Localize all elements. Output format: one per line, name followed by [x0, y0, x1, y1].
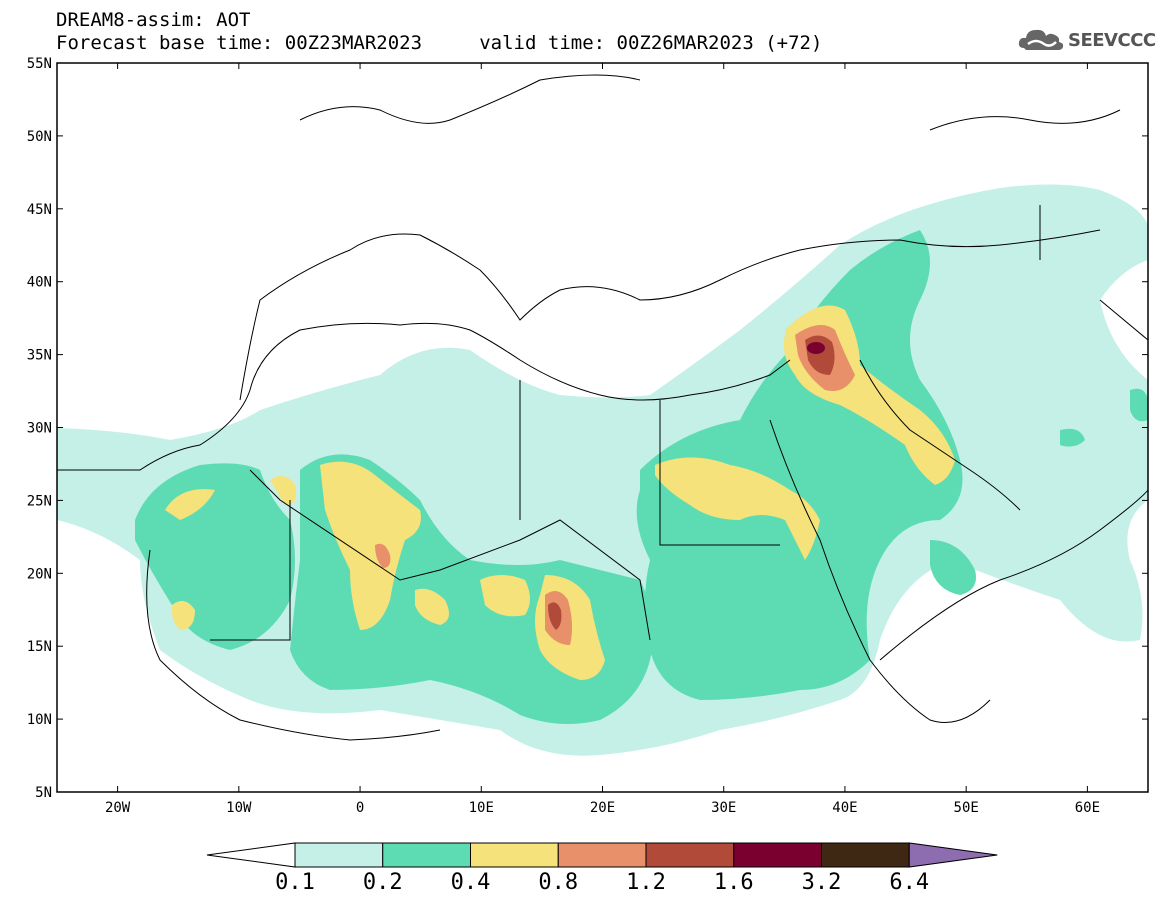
aot-level-1.6	[807, 342, 825, 354]
colorbar-label: 0.8	[538, 870, 578, 895]
lat-label-40N: 40N	[27, 275, 52, 291]
lon-label-30E: 30E	[711, 800, 736, 816]
lon-label-40E: 40E	[832, 800, 857, 816]
lat-label-30N: 30N	[27, 421, 52, 437]
lon-label-60E: 60E	[1075, 800, 1100, 816]
north-africa-coast	[57, 322, 791, 471]
lat-label-5N: 5N	[35, 785, 52, 801]
axis-ticks	[57, 62, 1148, 793]
russia-border	[929, 109, 1121, 131]
lon-label-50E: 50E	[954, 800, 979, 816]
aot-contour-layer	[57, 184, 1148, 756]
colorbar-box-0.2	[382, 842, 471, 868]
longitude-labels: 20W 10W 0 10E 20E 30E 40E 50E 60E	[105, 800, 1100, 816]
seevccc-logo: SEEVCCC	[1016, 24, 1156, 58]
lat-label-55N: 55N	[27, 56, 52, 72]
latitude-labels: 55N 50N 45N 40N 35N 30N 25N 20N 15N 10N 5N	[27, 56, 52, 801]
map-title: DREAM8-assim: AOT	[56, 9, 251, 31]
north-europe-borders	[299, 74, 641, 124]
mauritania-border	[210, 500, 291, 641]
lat-label-10N: 10N	[27, 712, 52, 728]
colorbar-label: 0.4	[451, 870, 491, 895]
logo-text: SEEVCCC	[1068, 30, 1156, 51]
colorbar-box-0.8	[557, 842, 647, 868]
coastlines	[57, 74, 1148, 741]
lat-label-15N: 15N	[27, 639, 52, 655]
colorbar-boxes	[206, 842, 998, 868]
colorbar-label: 0.1	[275, 870, 315, 895]
lon-label-10E: 10E	[469, 800, 494, 816]
lon-label-20E: 20E	[590, 800, 615, 816]
colorbar-label: 6.4	[889, 870, 929, 895]
arabia-coast	[879, 489, 1148, 661]
lat-label-50N: 50N	[27, 129, 52, 145]
colorbar-label: 1.6	[714, 870, 754, 895]
lat-label-25N: 25N	[27, 493, 52, 509]
europe-coast	[239, 233, 801, 401]
colorbar-high-arrow	[908, 842, 998, 868]
colorbar-box-0.4	[470, 842, 559, 868]
colorbar-low-arrow	[206, 842, 296, 868]
lon-label-0: 0	[356, 800, 364, 816]
colorbar-label: 1.2	[626, 870, 666, 895]
cloud-icon	[1018, 29, 1064, 50]
red-sea-coast	[769, 419, 991, 723]
colorbar-label: 3.2	[802, 870, 842, 895]
lat-label-35N: 35N	[27, 348, 52, 364]
lat-label-45N: 45N	[27, 202, 52, 218]
colorbar-box-1.6	[733, 842, 822, 868]
central-asia-borders	[1039, 205, 1148, 341]
colorbar-box-1.2	[645, 842, 735, 868]
colorbar-label: 0.2	[363, 870, 403, 895]
colorbar-box-0.1	[294, 842, 384, 868]
sahara-borders	[249, 469, 651, 641]
colorbar-box-3.2	[821, 842, 910, 868]
egypt-border	[659, 400, 780, 546]
gulf-coast	[859, 359, 1021, 511]
lon-label-20W: 20W	[105, 800, 131, 816]
black-sea-coast	[799, 229, 1101, 251]
west-africa-coast	[146, 549, 441, 741]
lon-label-10W: 10W	[226, 800, 252, 816]
colorbar-labels: 0.1 0.2 0.4 0.8 1.2 1.6 3.2 6.4	[275, 870, 929, 895]
lat-label-20N: 20N	[27, 566, 52, 582]
forecast-time-line: Forecast base time: 00Z23MAR2023 valid t…	[56, 32, 823, 54]
